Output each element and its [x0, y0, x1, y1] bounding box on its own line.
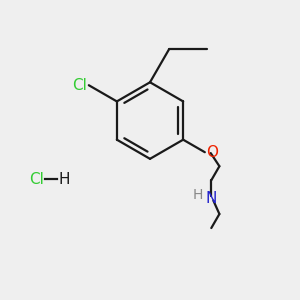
Text: Cl: Cl	[29, 172, 44, 187]
Text: Cl: Cl	[73, 78, 87, 93]
Text: N: N	[206, 191, 217, 206]
Text: O: O	[206, 145, 218, 160]
Text: H: H	[193, 188, 203, 202]
Text: H: H	[59, 172, 70, 187]
